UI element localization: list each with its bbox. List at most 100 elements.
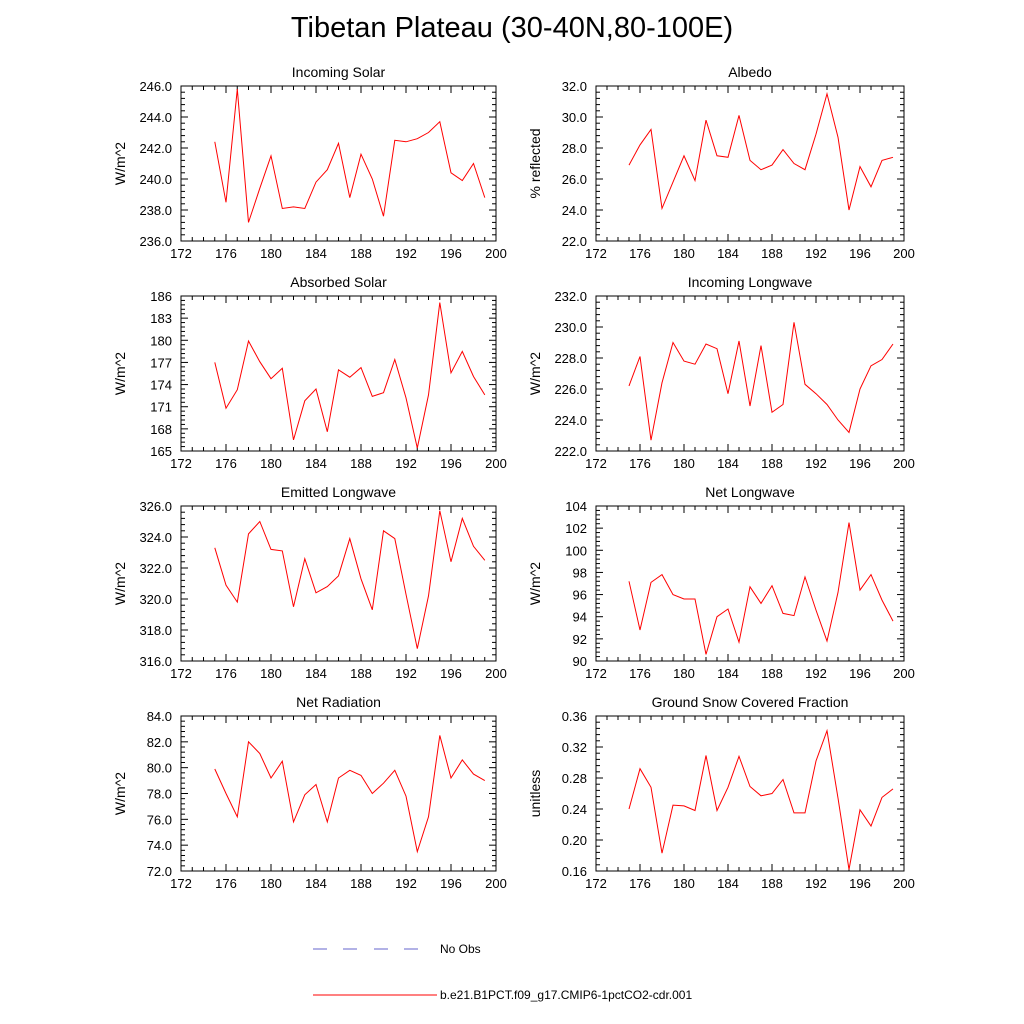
y-tick-label: 224.0 [554, 413, 587, 428]
series-line [628, 728, 894, 870]
x-tick-label: 172 [170, 456, 192, 471]
series-line [214, 302, 486, 449]
series-line [214, 735, 486, 854]
legend-label-model: b.e21.B1PCT.f09_g17.CMIP6-1pctCO2-cdr.00… [440, 988, 692, 1002]
y-tick-label: 32.0 [562, 79, 587, 94]
x-tick-label: 172 [170, 876, 192, 891]
x-tick-label: 192 [395, 456, 417, 471]
x-tick-label: 176 [215, 456, 237, 471]
y-tick-label: 90 [573, 654, 587, 669]
x-tick-label: 192 [805, 456, 827, 471]
x-tick-label: 188 [761, 456, 783, 471]
y-tick-label: 186 [150, 289, 172, 304]
y-tick-label: 165 [150, 444, 172, 459]
x-tick-label: 176 [215, 246, 237, 261]
x-tick-label: 196 [849, 666, 871, 681]
legend: No Obs b.e21.B1PCT.f09_g17.CMIP6-1pctCO2-… [313, 942, 692, 1002]
y-axis-label: W/m^2 [112, 142, 128, 185]
panel-ground-snow-covered-fraction: Ground Snow Covered Fraction unitless 172 1… [527, 694, 915, 891]
x-tick-label: 176 [629, 456, 651, 471]
x-tick-label: 180 [673, 666, 695, 681]
x-tick-label: 200 [485, 246, 507, 261]
y-tick-label: 94 [573, 610, 587, 625]
x-tick-label: 188 [761, 876, 783, 891]
y-tick-label: 228.0 [554, 351, 587, 366]
x-tick-label: 188 [350, 246, 372, 261]
x-tick-label: 192 [395, 876, 417, 891]
x-tick-label: 172 [170, 666, 192, 681]
x-tick-label: 200 [893, 456, 915, 471]
panel-title: Ground Snow Covered Fraction [652, 694, 849, 710]
series-line [628, 322, 894, 441]
panel-title: Incoming Solar [292, 64, 386, 80]
x-tick-label: 196 [440, 246, 462, 261]
x-tick-label: 200 [893, 876, 915, 891]
y-tick-label: 28.0 [562, 141, 587, 156]
panel-absorbed-solar: Absorbed Solar W/m^2 172 176 180 184 188 192 196… [112, 274, 507, 471]
panel-net-longwave: Net Longwave W/m^2 172 176 180 184 188 192 196 20… [527, 484, 915, 681]
y-tick-label: 24.0 [562, 203, 587, 218]
x-tick-label: 192 [805, 666, 827, 681]
series-line [628, 522, 894, 655]
y-tick-label: 174 [150, 378, 172, 393]
y-tick-label: 222.0 [554, 444, 587, 459]
y-tick-label: 183 [150, 311, 172, 326]
y-axis-label: % reflected [527, 128, 543, 198]
x-tick-label: 188 [350, 666, 372, 681]
y-tick-label: 82.0 [147, 735, 172, 750]
y-tick-label: 72.0 [147, 864, 172, 879]
y-tick-label: 0.16 [562, 864, 587, 879]
y-tick-label: 318.0 [139, 623, 172, 638]
y-tick-label: 80.0 [147, 761, 172, 776]
y-tick-label: 324.0 [139, 530, 172, 545]
x-tick-label: 176 [629, 666, 651, 681]
x-tick-label: 176 [215, 876, 237, 891]
series-line [214, 510, 486, 649]
x-tick-label: 200 [485, 456, 507, 471]
x-tick-label: 196 [849, 876, 871, 891]
y-tick-label: 92 [573, 632, 587, 647]
y-tick-label: 322.0 [139, 561, 172, 576]
x-tick-label: 184 [305, 876, 327, 891]
panel-title: Absorbed Solar [290, 274, 387, 290]
y-tick-label: 100 [565, 543, 587, 558]
series-line [628, 91, 894, 211]
y-axis-label: W/m^2 [112, 772, 128, 815]
panel-incoming-longwave: Incoming Longwave W/m^2 172 176 180 184 188 192… [527, 274, 915, 471]
y-tick-label: 177 [150, 355, 172, 370]
y-tick-label: 0.32 [562, 740, 587, 755]
x-tick-label: 188 [761, 666, 783, 681]
x-tick-label: 180 [260, 456, 282, 471]
series-line [214, 89, 486, 223]
x-tick-label: 180 [673, 246, 695, 261]
x-tick-label: 184 [717, 246, 739, 261]
y-tick-label: 238.0 [139, 203, 172, 218]
y-tick-label: 76.0 [147, 812, 172, 827]
plot-frame [180, 715, 497, 872]
panel-title: Emitted Longwave [281, 484, 396, 500]
panel-title: Incoming Longwave [688, 274, 813, 290]
y-tick-label: 180 [150, 333, 172, 348]
x-tick-label: 192 [395, 666, 417, 681]
x-tick-label: 196 [849, 456, 871, 471]
y-tick-label: 104 [565, 499, 587, 514]
panel-title: Net Longwave [705, 484, 795, 500]
x-tick-label: 180 [673, 876, 695, 891]
y-tick-label: 236.0 [139, 234, 172, 249]
y-axis-label: W/m^2 [112, 562, 128, 605]
x-tick-label: 192 [395, 246, 417, 261]
y-tick-label: 74.0 [147, 838, 172, 853]
plot-frame [595, 505, 905, 662]
y-tick-label: 168 [150, 422, 172, 437]
x-tick-label: 184 [305, 246, 327, 261]
panel-incoming-solar: Incoming Solar W/m^2 172 176 180 184 188 192 196… [112, 64, 507, 261]
y-tick-label: 30.0 [562, 110, 587, 125]
x-tick-label: 176 [215, 666, 237, 681]
y-tick-label: 0.20 [562, 833, 587, 848]
x-tick-label: 180 [673, 456, 695, 471]
plot-frame [595, 85, 905, 242]
x-tick-label: 196 [440, 456, 462, 471]
y-tick-label: 84.0 [147, 709, 172, 724]
x-tick-label: 184 [717, 876, 739, 891]
y-axis-label: W/m^2 [527, 562, 543, 605]
